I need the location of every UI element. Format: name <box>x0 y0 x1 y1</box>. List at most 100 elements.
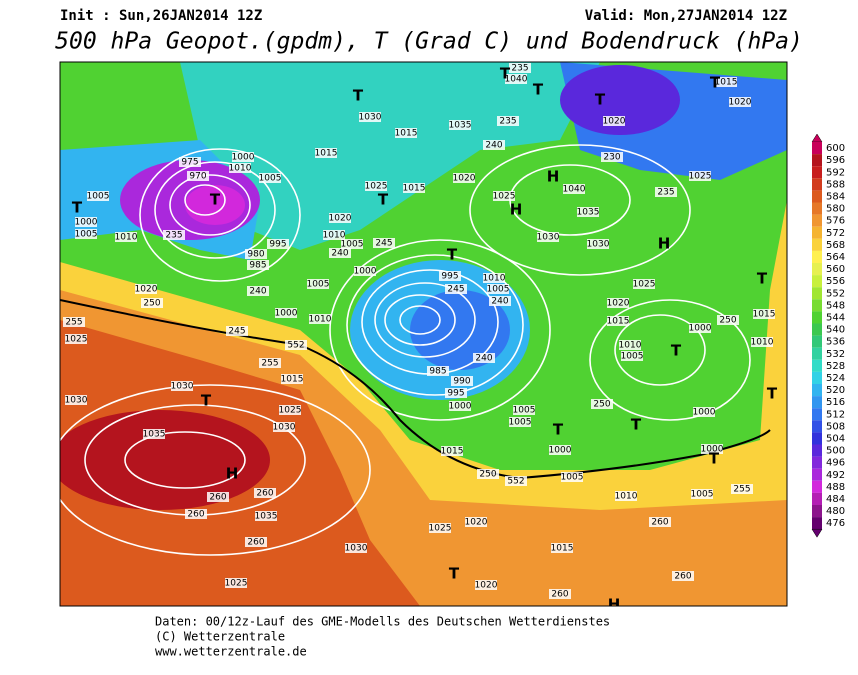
valid-time: Valid: Mon,27JAN2014 12Z <box>585 8 787 24</box>
contour-label: 552 <box>507 477 524 487</box>
colorbar-label: 512 <box>826 409 845 420</box>
label-box <box>185 509 207 519</box>
contour-label: 245 <box>228 327 245 337</box>
label-box <box>171 381 193 391</box>
label-box <box>493 191 515 201</box>
pressure-center: H <box>547 168 560 186</box>
contour-label: 1015 <box>281 375 304 385</box>
colorbar-swatch <box>812 154 822 167</box>
colorbar-swatch <box>812 311 822 324</box>
label-box <box>143 429 165 439</box>
contour-label: 1015 <box>315 149 338 159</box>
contour-label: 1030 <box>587 240 610 250</box>
label-box <box>245 537 267 547</box>
colorbar-arrow <box>811 133 823 143</box>
label-box <box>309 314 331 324</box>
contour-label: 1005 <box>513 406 536 416</box>
contour-label: 260 <box>674 572 691 582</box>
footer-line: www.wetterzentrale.de <box>155 645 307 659</box>
contour-label: 1025 <box>633 280 656 290</box>
contour-label: 1000 <box>701 445 724 455</box>
contour-label: 1000 <box>75 218 98 228</box>
contour-label: 995 <box>441 272 458 282</box>
contour-label: 1010 <box>115 233 138 243</box>
contour-label: 1020 <box>729 98 752 108</box>
label-box <box>483 273 505 283</box>
label-box <box>163 230 185 240</box>
contour-label: 1020 <box>607 299 630 309</box>
contour-label: 1025 <box>365 182 388 192</box>
colorbar-swatch <box>812 505 822 518</box>
pressure-center: T <box>353 87 364 105</box>
colorbar-swatch <box>812 371 822 384</box>
map-frame <box>59 61 788 607</box>
contour-label: 1005 <box>561 473 584 483</box>
contour-label: 1005 <box>621 352 644 362</box>
label-box <box>63 317 85 327</box>
pressure-center: T <box>533 81 544 99</box>
label-box <box>621 351 643 361</box>
label-box <box>551 543 573 553</box>
contour-label: 990 <box>453 377 470 387</box>
label-box <box>323 230 345 240</box>
colorbar-label: 540 <box>826 325 845 336</box>
label-box <box>247 260 269 270</box>
label-box <box>489 296 511 306</box>
contour-label: 250 <box>593 400 610 410</box>
colorbar-swatch <box>812 263 822 276</box>
contour-label: 1035 <box>449 121 472 131</box>
label-box <box>513 405 535 415</box>
colorbar-swatch <box>812 287 822 300</box>
label-box <box>373 238 395 248</box>
pressure-center: T <box>449 565 460 583</box>
label-box <box>395 128 417 138</box>
contour-label: 985 <box>429 367 446 377</box>
contour-label: 250 <box>719 316 736 326</box>
label-box <box>359 112 381 122</box>
pressure-center: T <box>767 385 778 403</box>
label-box <box>505 74 527 84</box>
colorbar-swatch <box>812 275 822 288</box>
contour-label: 1005 <box>75 230 98 240</box>
label-box <box>255 511 277 521</box>
contour-label: 970 <box>189 172 206 182</box>
label-box <box>477 469 499 479</box>
colorbar-label: 520 <box>826 385 845 396</box>
pressure-center: T <box>447 246 458 264</box>
cold-region <box>180 62 600 250</box>
label-box <box>141 298 163 308</box>
contour-label: 975 <box>181 158 198 168</box>
contour-label: 235 <box>511 64 528 74</box>
label-box <box>115 232 137 242</box>
pressure-center: T <box>595 91 606 109</box>
contour-label: 1010 <box>483 274 506 284</box>
contour-label: 260 <box>247 538 264 548</box>
contour-label: 1025 <box>689 172 712 182</box>
colorbar-swatch <box>812 238 822 251</box>
contour-label: 1020 <box>475 581 498 591</box>
label-box <box>445 388 467 398</box>
label-box <box>715 77 737 87</box>
label-box <box>691 489 713 499</box>
colorbar-label: 548 <box>826 300 845 311</box>
colorbar-swatch <box>812 178 822 191</box>
label-box <box>451 376 473 386</box>
contour-label: 1020 <box>453 174 476 184</box>
label-box <box>729 97 751 107</box>
pressure-center: T <box>500 65 511 83</box>
colorbar-label: 480 <box>826 506 845 517</box>
colorbar-swatch <box>812 384 822 397</box>
label-box <box>341 239 363 249</box>
colorbar-swatch <box>812 226 822 239</box>
pressure-center: H <box>658 235 671 253</box>
contour-label: 1030 <box>345 544 368 554</box>
pressure-center: T <box>378 191 389 209</box>
colorbar-swatch <box>812 517 822 530</box>
label-box <box>453 173 475 183</box>
footer-line: Daten: 00/12z-Lauf des GME-Modells des D… <box>155 615 610 629</box>
label-box <box>577 207 599 217</box>
contour-label: 255 <box>733 485 750 495</box>
contour-label: 240 <box>475 354 492 364</box>
label-box <box>187 171 209 181</box>
